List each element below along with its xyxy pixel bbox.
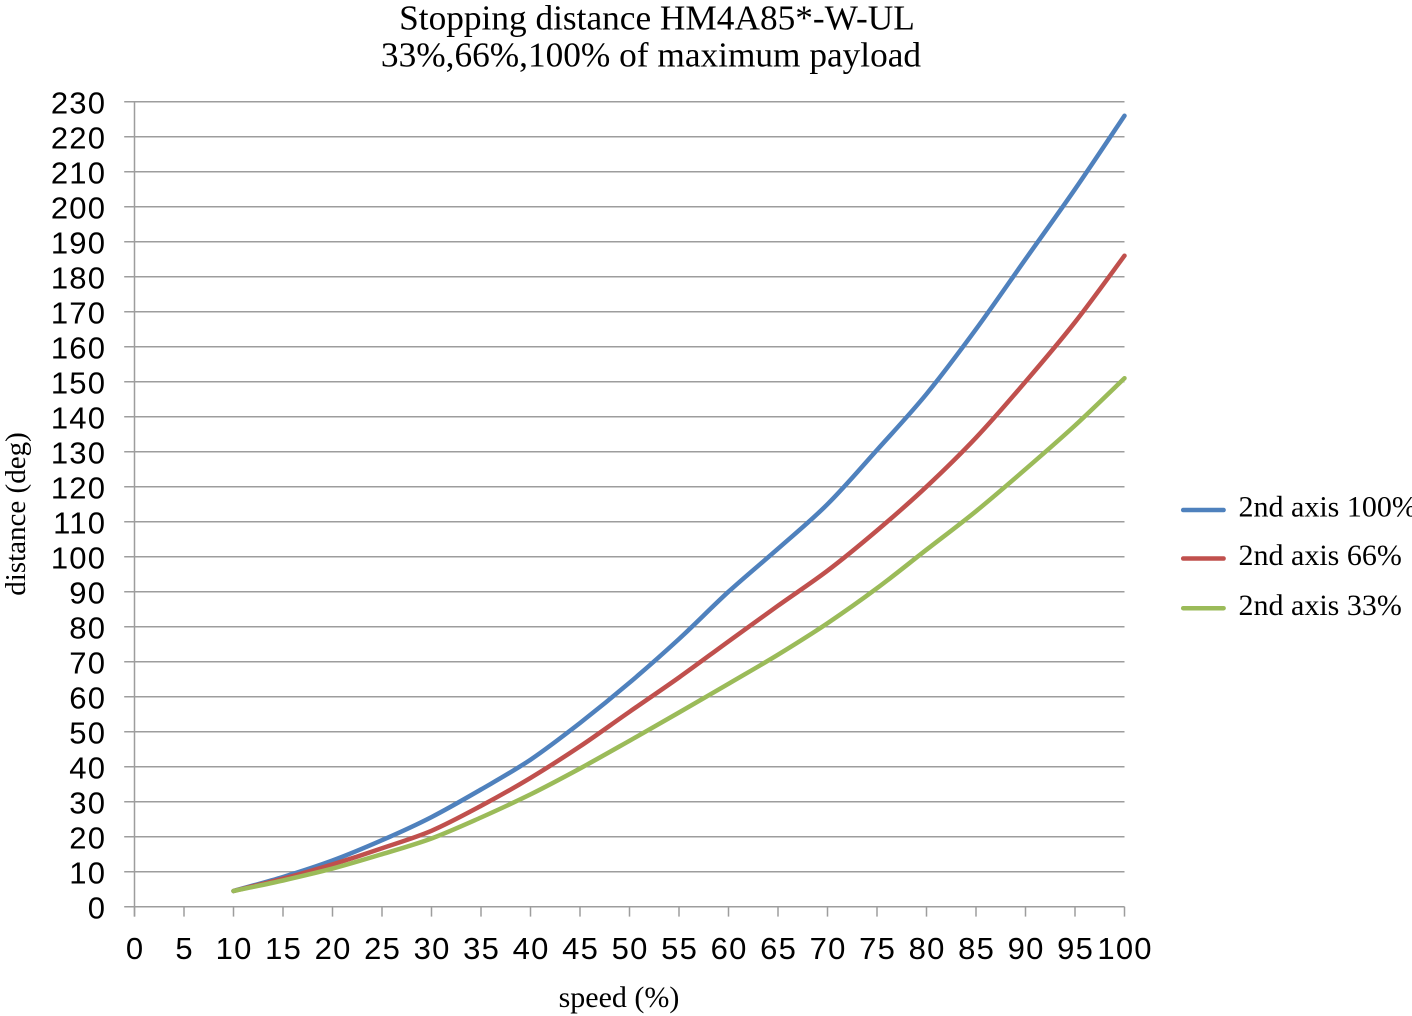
svg-text:50: 50 (69, 716, 106, 751)
svg-text:33%,66%,100% of maximum payloa: 33%,66%,100% of maximum payload (381, 36, 921, 75)
svg-text:130: 130 (51, 436, 106, 471)
svg-text:20: 20 (315, 931, 352, 966)
svg-text:70: 70 (69, 646, 106, 681)
svg-text:10: 10 (69, 856, 106, 891)
svg-text:speed (%): speed (%) (559, 981, 680, 1014)
svg-text:85: 85 (958, 931, 995, 966)
svg-text:70: 70 (810, 931, 847, 966)
svg-text:0: 0 (88, 891, 106, 926)
svg-text:100: 100 (1097, 931, 1152, 966)
svg-text:90: 90 (69, 576, 106, 611)
svg-text:30: 30 (69, 786, 106, 821)
svg-text:140: 140 (51, 401, 106, 436)
svg-text:35: 35 (463, 931, 500, 966)
svg-text:160: 160 (51, 331, 106, 366)
svg-text:Stopping distance HM4A85*-W-UL: Stopping distance HM4A85*-W-UL (399, 0, 915, 38)
svg-text:190: 190 (51, 226, 106, 261)
svg-text:180: 180 (51, 261, 106, 296)
svg-text:distance (deg): distance (deg) (0, 432, 32, 595)
svg-text:20: 20 (69, 821, 106, 856)
svg-text:2nd axis 33%: 2nd axis 33% (1239, 589, 1402, 622)
svg-text:80: 80 (909, 931, 946, 966)
svg-text:30: 30 (414, 931, 451, 966)
svg-text:40: 40 (513, 931, 550, 966)
svg-text:0: 0 (126, 931, 144, 966)
svg-text:90: 90 (1008, 931, 1045, 966)
svg-text:55: 55 (661, 931, 698, 966)
svg-text:120: 120 (51, 471, 106, 506)
svg-text:65: 65 (760, 931, 797, 966)
svg-text:100: 100 (51, 541, 106, 576)
svg-text:75: 75 (859, 931, 896, 966)
svg-text:15: 15 (265, 931, 302, 966)
svg-text:110: 110 (53, 506, 106, 541)
svg-text:60: 60 (711, 931, 748, 966)
svg-text:40: 40 (69, 751, 106, 786)
svg-text:210: 210 (51, 156, 106, 191)
svg-text:45: 45 (562, 931, 599, 966)
svg-text:25: 25 (364, 931, 401, 966)
svg-text:80: 80 (69, 611, 106, 646)
svg-text:200: 200 (51, 191, 106, 226)
svg-text:230: 230 (51, 86, 106, 121)
svg-text:60: 60 (69, 681, 106, 716)
svg-text:50: 50 (612, 931, 649, 966)
svg-text:220: 220 (51, 121, 106, 156)
svg-text:2nd axis 100%: 2nd axis 100% (1239, 491, 1412, 524)
svg-text:170: 170 (51, 296, 106, 331)
svg-text:5: 5 (175, 931, 193, 966)
svg-text:10: 10 (216, 931, 253, 966)
svg-text:95: 95 (1057, 931, 1094, 966)
svg-text:150: 150 (51, 366, 106, 401)
svg-text:2nd axis 66%: 2nd axis 66% (1239, 539, 1402, 572)
